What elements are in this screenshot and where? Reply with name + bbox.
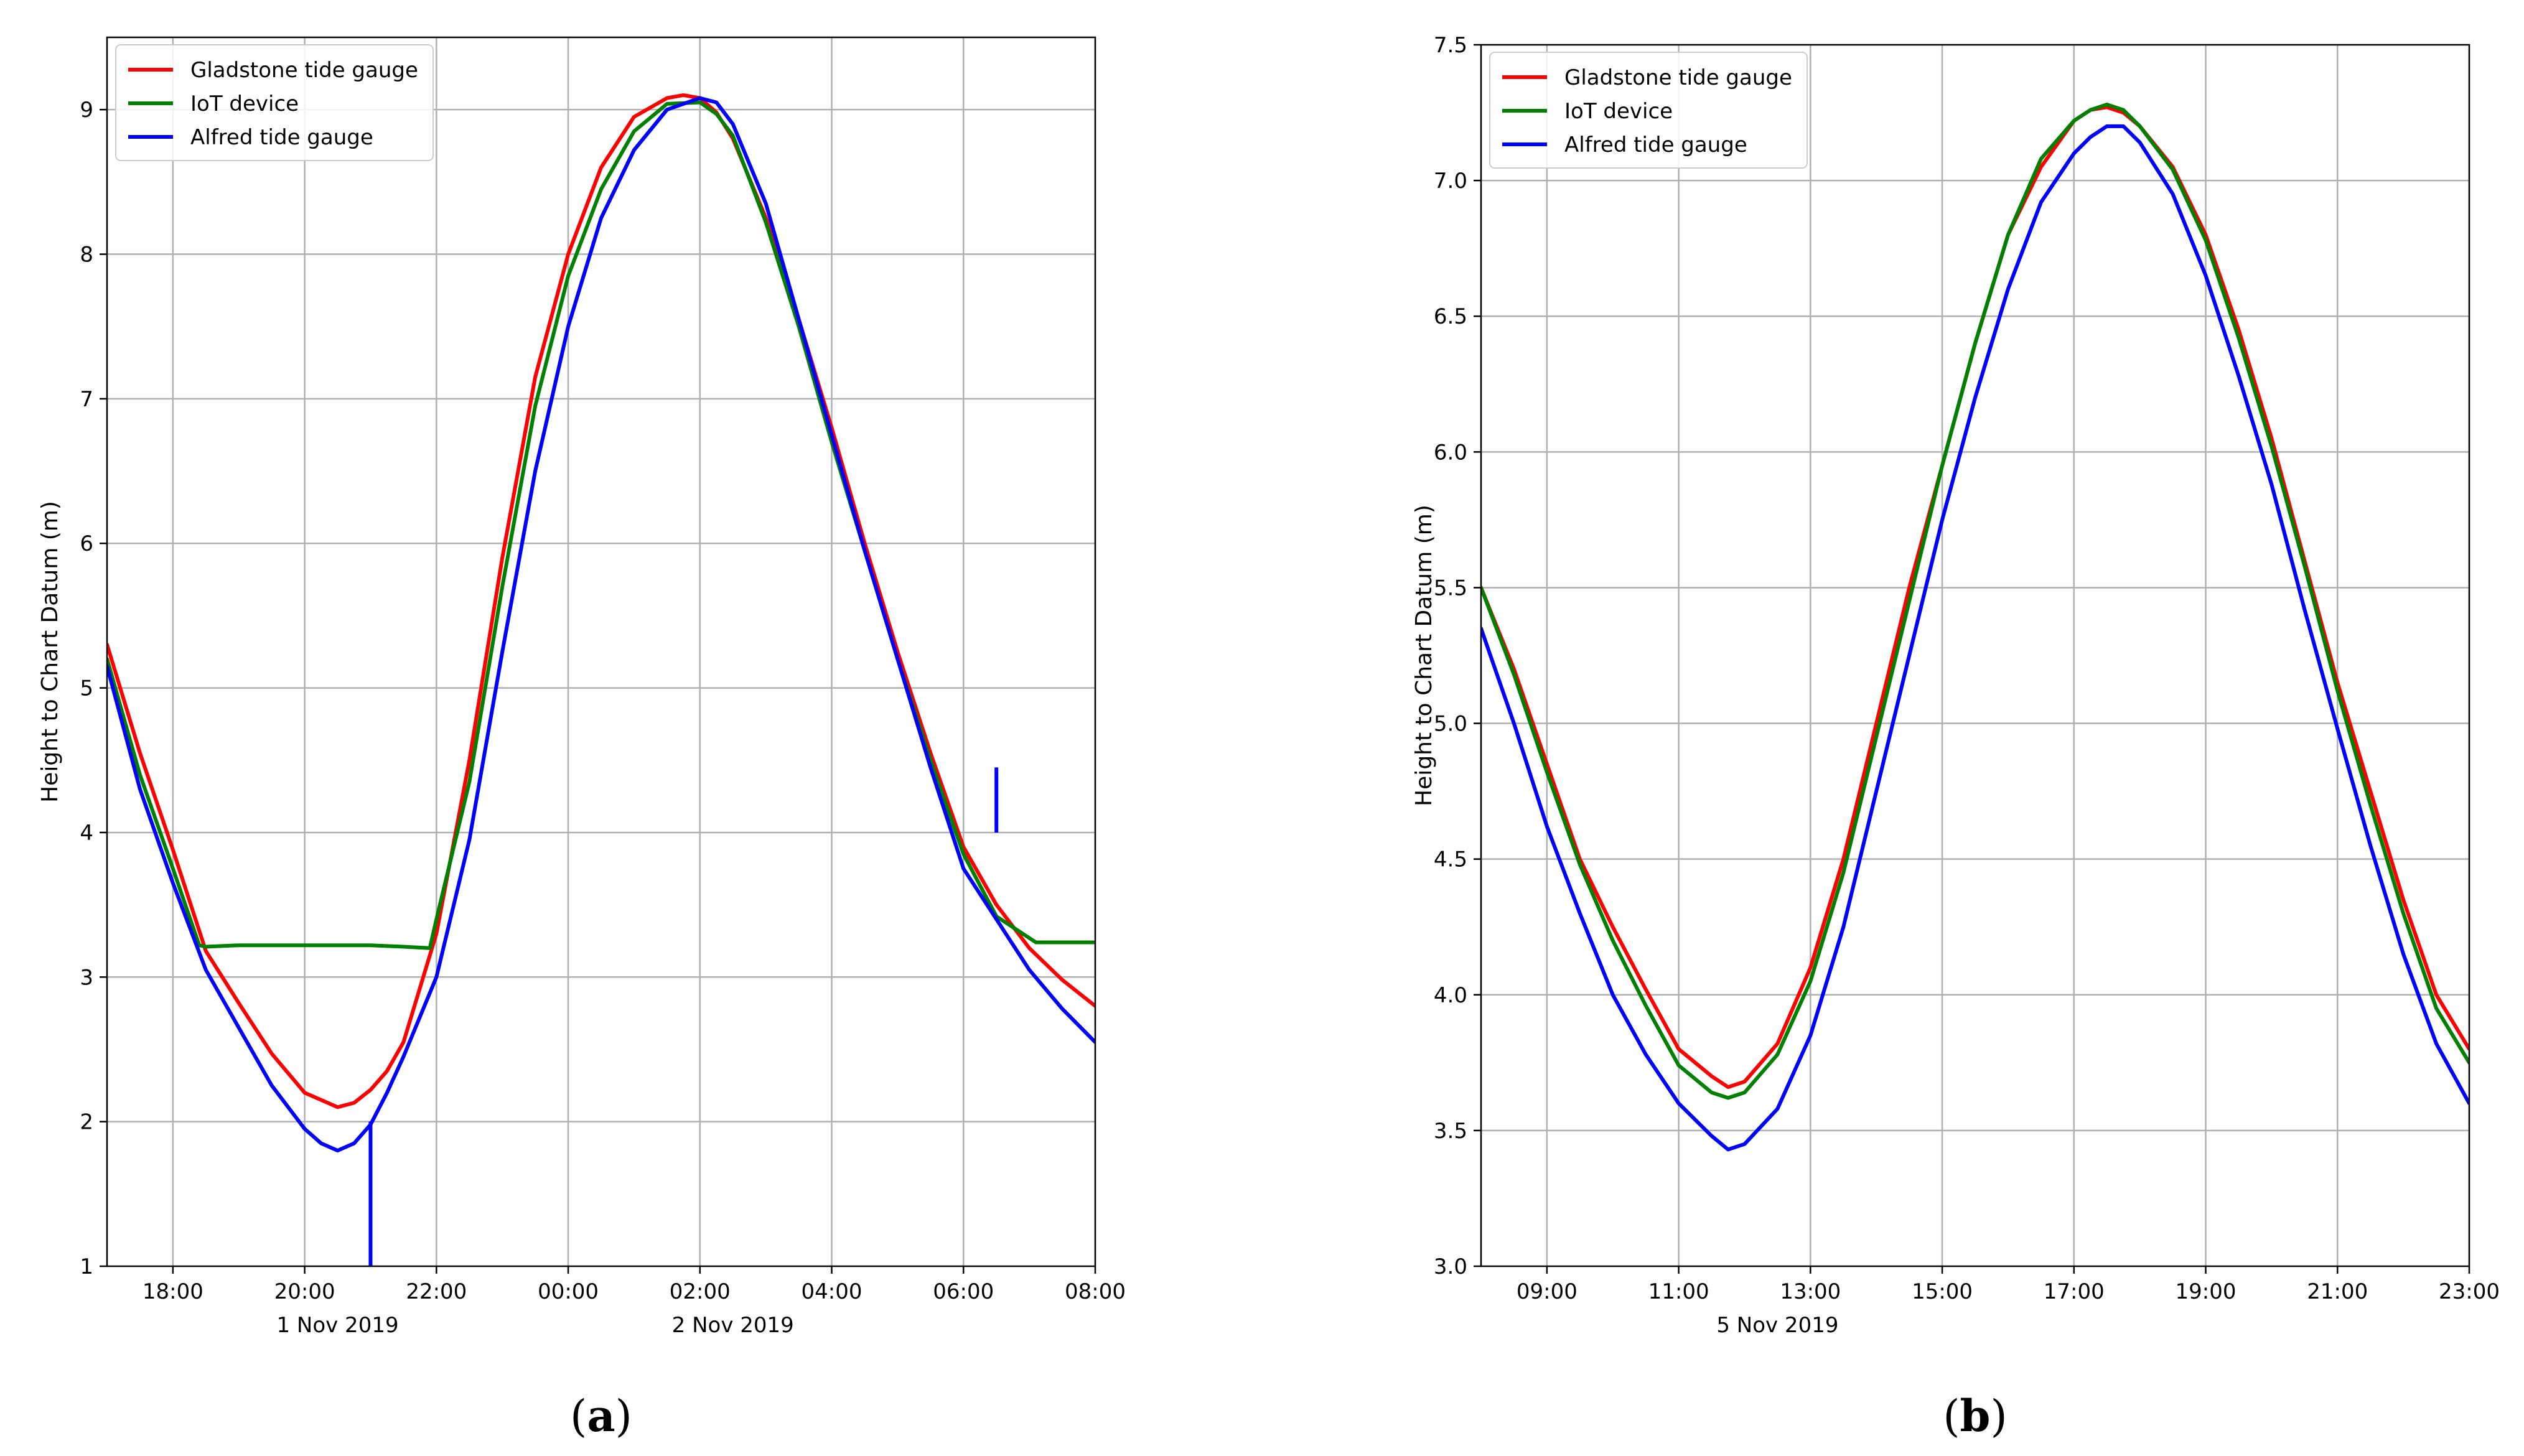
panel-b-date-label: 5 Nov 2019 xyxy=(1716,1313,1838,1338)
panel-a-x-tick-label: 18:00 xyxy=(143,1279,203,1304)
panel-a-y-tick-label: 6 xyxy=(80,531,93,556)
panel-b-y-tick-label: 5.0 xyxy=(1434,712,1467,737)
panel-b-series-gladstone-tide-gauge xyxy=(1481,105,2469,1090)
panel-a-y-tick-label: 8 xyxy=(80,243,93,268)
panel-a-legend-label: IoT device xyxy=(190,91,299,116)
panel-b-y-tick-label: 6.5 xyxy=(1434,304,1467,329)
panel-a-series xyxy=(107,93,1095,1266)
panel-b-x-tick-label: 13:00 xyxy=(1780,1279,1841,1304)
panel-a-gridlines xyxy=(107,37,1095,1266)
panel-a-date-label: 2 Nov 2019 xyxy=(672,1313,794,1338)
chart-panel-b: 09:00 11:00 13:00 15:00 17:00 19:00 21:00 23:00… xyxy=(1411,33,2500,1442)
panel-a-legend-label: Alfred tide gauge xyxy=(190,125,373,150)
panel-b-x-tick-label: 15:00 xyxy=(1912,1279,1973,1304)
panel-a-y-tick-label: 7 xyxy=(80,387,93,412)
panel-a-x-tick-label: 08:00 xyxy=(1065,1279,1126,1304)
panel-b-x-tick-label: 17:00 xyxy=(2044,1279,2105,1304)
panel-a-x-tick-label: 20:00 xyxy=(274,1279,335,1304)
panel-a-y-tick-label: 1 xyxy=(80,1254,93,1279)
panel-b-legend-label: Alfred tide gauge xyxy=(1564,133,1747,157)
panel-b-axes: 09:00 11:00 13:00 15:00 17:00 19:00 21:00 23:00… xyxy=(1434,33,2500,1338)
panel-b-y-tick-label: 3.5 xyxy=(1434,1119,1467,1144)
panel-a-y-tick-label: 4 xyxy=(80,821,93,846)
panel-b-x-tick-label: 09:00 xyxy=(1517,1279,1578,1304)
panel-a-x-tick-label: 06:00 xyxy=(933,1279,994,1304)
panel-b-series xyxy=(1481,103,2469,1152)
panel-b-y-tick-label: 4.5 xyxy=(1434,847,1467,872)
panel-b-y-tick-label: 7.5 xyxy=(1434,33,1467,58)
panel-b-plot-frame xyxy=(1480,44,2470,1267)
panel-b-series-iot-device xyxy=(1481,103,2469,1100)
panel-b-y-tick-label: 3.0 xyxy=(1434,1254,1467,1279)
panel-a-date-label: 1 Nov 2019 xyxy=(276,1313,398,1338)
panel-b-x-tick-label: 11:00 xyxy=(1648,1279,1709,1304)
panel-a-x-tick-label: 22:00 xyxy=(406,1279,467,1304)
panel-b-y-tick-label: 7.0 xyxy=(1434,169,1467,194)
panel-a-series-iot-device xyxy=(107,100,1095,950)
panel-b-gridlines xyxy=(1481,45,2469,1266)
panel-a-plot-frame xyxy=(106,36,1096,1267)
panel-a-legend-label: Gladstone tide gauge xyxy=(190,58,418,83)
panel-b-x-tick-label: 23:00 xyxy=(2439,1279,2500,1304)
panel-a-y-tick-label: 5 xyxy=(80,676,93,701)
panel-b-y-tick-label: 5.5 xyxy=(1434,576,1467,600)
panel-a-y-axis-label: Height to Chart Datum (m) xyxy=(37,501,63,803)
panel-b-y-tick-label: 4.0 xyxy=(1434,983,1467,1008)
panel-a-y-tick-label: 3 xyxy=(80,965,93,990)
panel-b-x-tick-label: 21:00 xyxy=(2307,1279,2368,1304)
panel-a-legend-box xyxy=(115,44,434,161)
panel-a-y-tick-label: 9 xyxy=(80,98,93,123)
panel-a-y-tick-label: 2 xyxy=(80,1110,93,1135)
chart-panel-a: 18:00 20:00 22:00 00:00 02:00 04:00 06:00 08:00… xyxy=(37,36,1126,1442)
panel-b-caption: (b) xyxy=(1943,1390,2008,1442)
panel-a-axes: 18:00 20:00 22:00 00:00 02:00 04:00 06:00 08:00… xyxy=(80,98,1126,1338)
panel-b-x-tick-label: 19:00 xyxy=(2176,1279,2237,1304)
panel-a-series-alfred-tide-gauge xyxy=(107,96,1095,1153)
panel-a-x-tick-label: 04:00 xyxy=(802,1279,862,1304)
panel-b-y-tick-label: 6.0 xyxy=(1434,440,1467,465)
panel-b-legend: Gladstone tide gauge IoT device Alfred tid… xyxy=(1489,52,1808,169)
panel-b-series-alfred-tide-gauge xyxy=(1481,124,2469,1152)
panel-a-series-gladstone-tide-gauge xyxy=(107,93,1095,1109)
panel-b-legend-label: Gladstone tide gauge xyxy=(1564,65,1792,90)
panel-a-x-tick-label: 02:00 xyxy=(670,1279,731,1304)
panel-b-legend-box xyxy=(1489,52,1808,169)
panel-a-caption: (a) xyxy=(570,1390,632,1442)
panel-a-x-tick-label: 00:00 xyxy=(538,1279,599,1304)
panel-b-legend-label: IoT device xyxy=(1564,99,1673,124)
panel-b-y-axis-label: Height to Chart Datum (m) xyxy=(1411,505,1437,806)
panel-a-legend: Gladstone tide gauge IoT device Alfred tid… xyxy=(115,44,434,161)
